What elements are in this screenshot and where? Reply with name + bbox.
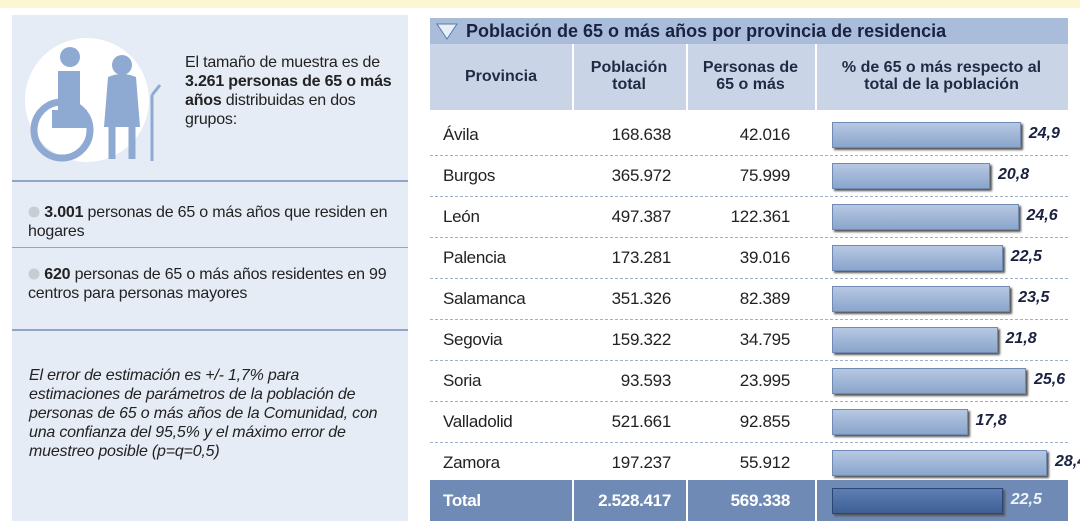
province: Zamora <box>443 442 500 483</box>
left-panel: El tamaño de muestra es de 3.261 persona… <box>12 15 408 521</box>
table-title: Población de 65 o más años por provincia… <box>466 18 946 44</box>
bullet <box>28 268 40 280</box>
title-bar: Población de 65 o más años por provincia… <box>430 18 1068 44</box>
column-divider <box>815 480 817 521</box>
bar-label: 28,4 <box>1055 450 1080 474</box>
bar <box>832 204 1019 230</box>
separator <box>12 247 408 248</box>
cell-value: 365.972 <box>572 155 671 196</box>
cell-value: 93.593 <box>572 360 671 401</box>
bar-label: 23,5 <box>1018 286 1049 310</box>
province: Soria <box>443 360 481 401</box>
bar <box>832 450 1047 476</box>
note: El error de estimación es +/- 1,7% para … <box>29 366 384 461</box>
cell-value: 2.528.417 <box>572 480 671 521</box>
separator <box>12 329 408 331</box>
cell-value: 173.281 <box>572 237 671 278</box>
cell-value: 197.237 <box>572 442 671 483</box>
cell-value: 39.016 <box>686 237 790 278</box>
intro-text: El tamaño de muestra es de <box>185 54 380 71</box>
province: Salamanca <box>443 278 525 319</box>
bar <box>832 327 998 353</box>
province: León <box>443 196 480 237</box>
title-icon <box>436 22 458 40</box>
table: Población de 65 o más años por provincia… <box>430 18 1068 521</box>
cell-value: 75.999 <box>686 155 790 196</box>
group-text: personas de 65 o más años residentes en … <box>28 266 386 302</box>
group-bold: 3.001 <box>44 204 83 221</box>
people-icon <box>22 35 172 165</box>
province: Palencia <box>443 237 506 278</box>
infographic: El tamaño de muestra es de 3.261 persona… <box>0 0 1080 527</box>
intro: El tamaño de muestra es de 3.261 persona… <box>185 53 400 129</box>
bar-label: 24,9 <box>1029 122 1060 146</box>
cell-value: 23.995 <box>686 360 790 401</box>
cell-value: 351.326 <box>572 278 671 319</box>
separator <box>12 180 408 182</box>
bullet <box>28 206 40 218</box>
bar-label: 17,8 <box>976 409 1007 433</box>
cell-value: 55.912 <box>686 442 790 483</box>
group: 3.001 personas de 65 o más años que resi… <box>28 203 403 241</box>
column-divider <box>686 480 688 521</box>
cell-value: 521.661 <box>572 401 671 442</box>
bar <box>832 163 990 189</box>
bar-label: 24,6 <box>1027 204 1058 228</box>
bar-label: 22,5 <box>1011 245 1042 269</box>
total-bar <box>832 488 1003 514</box>
cell-value: 159.322 <box>572 319 671 360</box>
bar <box>832 286 1010 312</box>
bar <box>832 409 968 435</box>
cell-value: 569.338 <box>686 480 790 521</box>
province: Burgos <box>443 155 495 196</box>
bar <box>832 368 1026 394</box>
bar-label: 25,6 <box>1034 368 1065 392</box>
cell-value: 82.389 <box>686 278 790 319</box>
group: 620 personas de 65 o más años residentes… <box>28 265 388 303</box>
bar <box>832 245 1003 271</box>
top-strip <box>0 0 1080 8</box>
bar <box>832 122 1021 148</box>
bar-label: 21,8 <box>1006 327 1037 351</box>
cell-value: 92.855 <box>686 401 790 442</box>
column-header: % de 65 o más respecto al total de la po… <box>842 59 1042 93</box>
column-divider <box>572 480 574 521</box>
cell-value: 168.638 <box>572 114 671 155</box>
column-header: Provincia <box>436 68 566 85</box>
cell-value: 42.016 <box>686 114 790 155</box>
column-header: Población total <box>589 59 669 93</box>
province: Ávila <box>443 114 478 155</box>
total-label: 22,5 <box>1011 488 1042 512</box>
cell-value: 497.387 <box>572 196 671 237</box>
cell-value: 34.795 <box>686 319 790 360</box>
province: Total <box>443 480 481 521</box>
province: Segovia <box>443 319 502 360</box>
group-bold: 620 <box>44 266 70 283</box>
column-divider <box>815 44 817 521</box>
column-header: Personas de 65 o más <box>698 59 803 93</box>
province: Valladolid <box>443 401 512 442</box>
cell-value: 122.361 <box>686 196 790 237</box>
bar-label: 20,8 <box>998 163 1029 187</box>
